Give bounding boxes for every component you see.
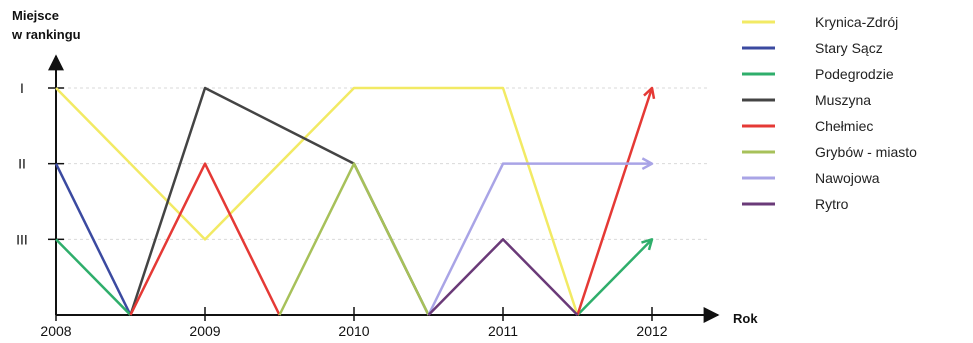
series-line [129, 86, 430, 316]
series-line [427, 238, 579, 316]
series-line [427, 162, 652, 316]
axes [48, 54, 720, 323]
series-line [55, 238, 132, 316]
series-line [278, 162, 430, 316]
series-line [129, 162, 281, 316]
x-tick-label: 2009 [189, 323, 220, 339]
series-6 [427, 157, 654, 316]
y-tick-label: I [20, 80, 24, 96]
series-4 [129, 86, 656, 316]
x-tick-label: 2008 [40, 323, 71, 339]
legend-label: Chełmiec [815, 118, 873, 134]
arrowhead [643, 86, 656, 100]
x-tick-label: 2011 [488, 323, 518, 339]
legend-item: Rytro [742, 196, 849, 212]
series-0 [55, 86, 579, 316]
x-tick-label: 2012 [636, 323, 667, 339]
legend-item: Grybów - miasto [742, 144, 917, 160]
x-axis-title: Rok [733, 311, 758, 326]
y-tick-label: III [16, 231, 28, 247]
legend-item: Nawojowa [742, 170, 880, 186]
legend-item: Podegrodzie [742, 66, 894, 82]
legend-label: Krynica-Zdrój [815, 14, 898, 30]
arrowhead [641, 238, 654, 251]
x-tick-label: 2010 [338, 323, 369, 339]
series-line [54, 163, 132, 316]
legend-label: Podegrodzie [815, 66, 894, 82]
series-line [55, 86, 579, 316]
series-5 [278, 162, 430, 316]
y-axis-title-line-2: w rankingu [11, 27, 81, 42]
legend-label: Stary Sącz [815, 40, 883, 56]
series-7 [427, 238, 579, 316]
series-3 [129, 86, 430, 316]
legend-item: Chełmiec [742, 118, 873, 134]
legend-item: Stary Sącz [742, 40, 883, 56]
legend-label: Muszyna [815, 92, 871, 108]
y-axis-title-line-1: Miejsce [12, 8, 59, 23]
series-arrow-line [576, 238, 653, 316]
legend-item: Krynica-Zdrój [742, 14, 898, 30]
series-arrow-line [576, 87, 654, 316]
legend-label: Nawojowa [815, 170, 880, 186]
legend-label: Grybów - miasto [815, 144, 917, 160]
arrowhead [641, 157, 654, 171]
series-1 [54, 163, 132, 316]
y-axis-title: Miejsce w rankingu [11, 8, 81, 42]
y-tick-label: II [18, 156, 26, 172]
legend-label: Rytro [815, 196, 849, 212]
legend-item: Muszyna [742, 92, 871, 108]
series-lines [54, 86, 656, 316]
series-2 [55, 238, 654, 316]
legend: Krynica-Zdrój Stary Sącz Podegrodzie Muszyn… [742, 14, 917, 212]
